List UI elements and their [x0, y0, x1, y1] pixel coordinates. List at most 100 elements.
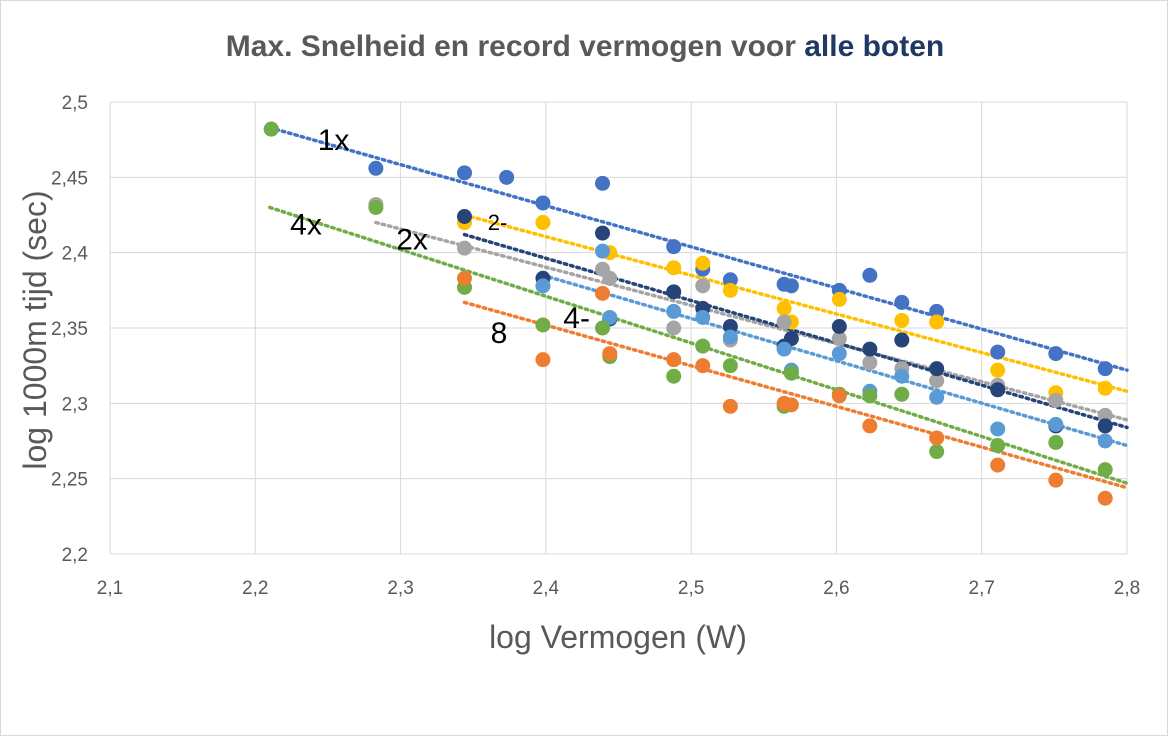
data-point [831, 291, 847, 307]
data-points [263, 121, 1113, 506]
data-point [263, 121, 279, 137]
data-point [722, 398, 738, 414]
data-point [990, 438, 1006, 454]
data-point [595, 225, 611, 241]
data-point [595, 175, 611, 191]
data-point [535, 195, 551, 211]
trendline [462, 232, 1129, 430]
data-point [1048, 416, 1064, 432]
data-point [929, 389, 945, 405]
tick-labels: 2,1 2,2 2,3 2,4 2,5 2,6 2,7 2,8 2,2 2,25 2,3 2,35 2,… [51, 93, 1140, 599]
data-point [695, 338, 711, 354]
data-point [783, 397, 799, 413]
data-point [776, 314, 792, 330]
data-point [894, 332, 910, 348]
series-annotations: 1x 2- 4x 2x 4- 8 [290, 124, 590, 350]
x-tick-label: 2,4 [533, 578, 560, 599]
data-point [722, 358, 738, 374]
data-point [695, 278, 711, 294]
data-point [602, 270, 618, 286]
series-annotation: 2x [396, 224, 428, 257]
x-tick-label: 2,5 [678, 578, 704, 599]
data-point [595, 320, 611, 336]
data-point [831, 331, 847, 347]
data-point [666, 352, 682, 368]
x-tick-label: 2,3 [387, 578, 413, 599]
series-annotation: 2- [488, 210, 508, 235]
data-point [929, 361, 945, 377]
data-point [929, 373, 945, 389]
trendline [462, 213, 1129, 394]
data-point [722, 329, 738, 345]
series-annotation: 8 [491, 317, 508, 350]
y-tick-label: 2,35 [51, 319, 88, 340]
data-point [1048, 346, 1064, 362]
y-tick-label: 2,45 [51, 168, 88, 189]
data-point [722, 282, 738, 298]
series-annotation: 1x [318, 124, 350, 157]
data-point [783, 331, 799, 347]
data-point [929, 303, 945, 319]
data-point [666, 239, 682, 255]
y-tick-label: 2,5 [62, 93, 88, 114]
data-point [666, 303, 682, 319]
data-point [535, 317, 551, 333]
data-point [990, 421, 1006, 437]
data-point [1097, 361, 1113, 377]
data-point [695, 358, 711, 374]
data-point [776, 341, 792, 357]
data-point [929, 314, 945, 330]
data-point [894, 368, 910, 384]
data-point [456, 165, 472, 181]
x-tick-label: 2,7 [969, 578, 995, 599]
data-point [535, 352, 551, 368]
data-point [456, 209, 472, 225]
trendline [268, 125, 1129, 372]
gridlines [109, 101, 1128, 555]
data-point [1048, 392, 1064, 408]
data-point [1097, 462, 1113, 478]
data-point [1097, 407, 1113, 423]
series-annotation: 4x [290, 209, 322, 242]
data-point [783, 278, 799, 294]
data-point [1097, 490, 1113, 506]
data-point [894, 386, 910, 402]
data-point [894, 312, 910, 328]
data-point [695, 255, 711, 271]
data-point [990, 457, 1006, 473]
data-point [1097, 418, 1113, 434]
data-point [666, 260, 682, 276]
data-point [722, 272, 738, 288]
data-point [695, 309, 711, 325]
y-tick-label: 2,25 [51, 470, 88, 491]
data-point [1048, 435, 1064, 451]
chart-title-main: Max. Snelheid en record vermogen voor [225, 30, 805, 63]
data-point [456, 240, 472, 256]
data-point [666, 320, 682, 336]
data-point [862, 355, 878, 371]
data-point [929, 444, 945, 460]
data-point [368, 199, 384, 215]
data-point [368, 160, 384, 176]
data-point [862, 341, 878, 357]
data-point [535, 278, 551, 294]
y-tick-label: 2,2 [62, 545, 88, 566]
data-point [666, 368, 682, 384]
data-point [862, 388, 878, 404]
data-point [831, 346, 847, 362]
data-point [595, 285, 611, 301]
data-point [1097, 433, 1113, 449]
data-point [499, 169, 515, 185]
data-point [862, 267, 878, 283]
data-point [831, 388, 847, 404]
data-point [862, 418, 878, 434]
data-point [990, 362, 1006, 378]
data-point [990, 344, 1006, 360]
trendlines [268, 125, 1129, 490]
x-tick-label: 2,8 [1114, 578, 1140, 599]
data-point [1097, 380, 1113, 396]
data-point [666, 284, 682, 300]
data-point [1048, 472, 1064, 488]
data-point [595, 243, 611, 259]
